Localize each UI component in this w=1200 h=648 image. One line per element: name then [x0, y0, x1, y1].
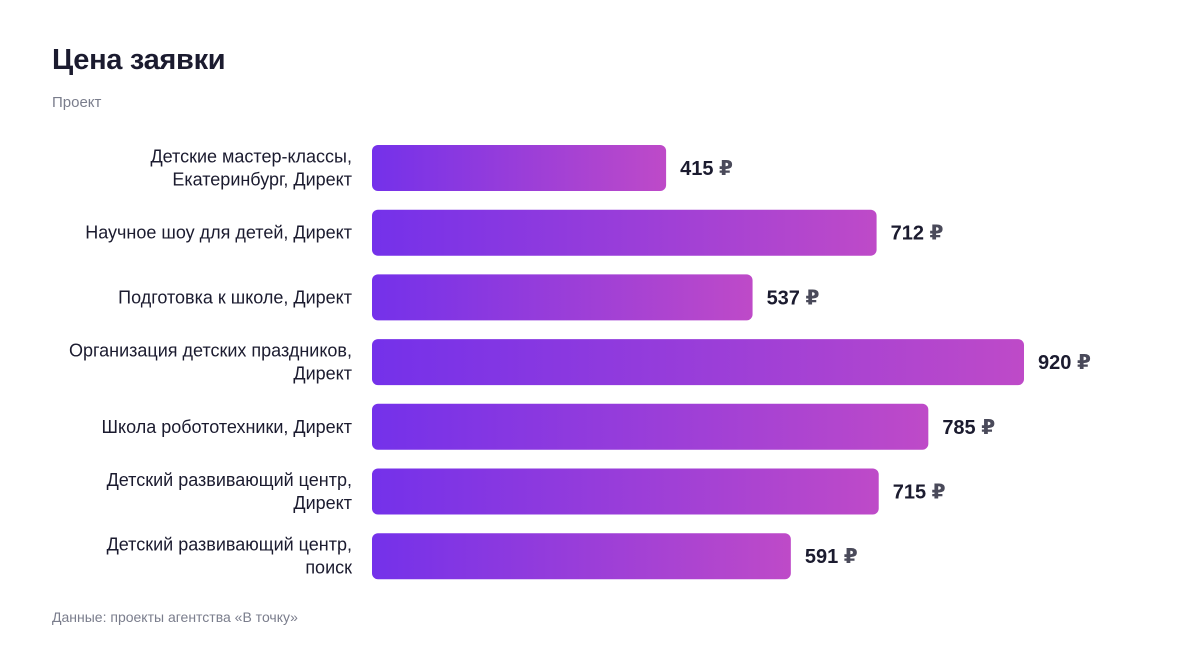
chart-title: Цена заявки — [52, 44, 226, 76]
value-label: 415 ₽ — [680, 158, 733, 180]
value-label: 537 ₽ — [767, 287, 820, 309]
value-label: 712 ₽ — [891, 223, 944, 245]
bar — [372, 468, 879, 515]
bar — [372, 209, 877, 256]
data-source-note: Данные: проекты агентства «В точку» — [52, 609, 298, 625]
category-label: Детские мастер-классы, Екатеринбург, Дире… — [150, 147, 352, 190]
value-label: 785 ₽ — [942, 417, 995, 439]
bar — [372, 533, 791, 580]
bar — [372, 339, 1024, 386]
bar — [372, 274, 753, 321]
bar — [372, 145, 667, 191]
bar — [372, 403, 929, 450]
value-label: 715 ₽ — [893, 482, 946, 504]
value-label: 591 ₽ — [805, 546, 858, 568]
category-label: Школа робототехники, Директ — [102, 417, 352, 437]
category-label: Подготовка к школе, Директ — [118, 287, 352, 307]
value-label: 920 ₽ — [1038, 352, 1091, 374]
category-label: Организация детских праздников, Директ — [69, 341, 352, 384]
category-label: Детский развивающий центр, поиск — [107, 535, 353, 578]
category-label: Научное шоу для детей, Директ — [85, 223, 352, 243]
chart-subtitle: Проект — [52, 94, 102, 111]
category-label: Детский развивающий центр, Директ — [107, 470, 352, 513]
